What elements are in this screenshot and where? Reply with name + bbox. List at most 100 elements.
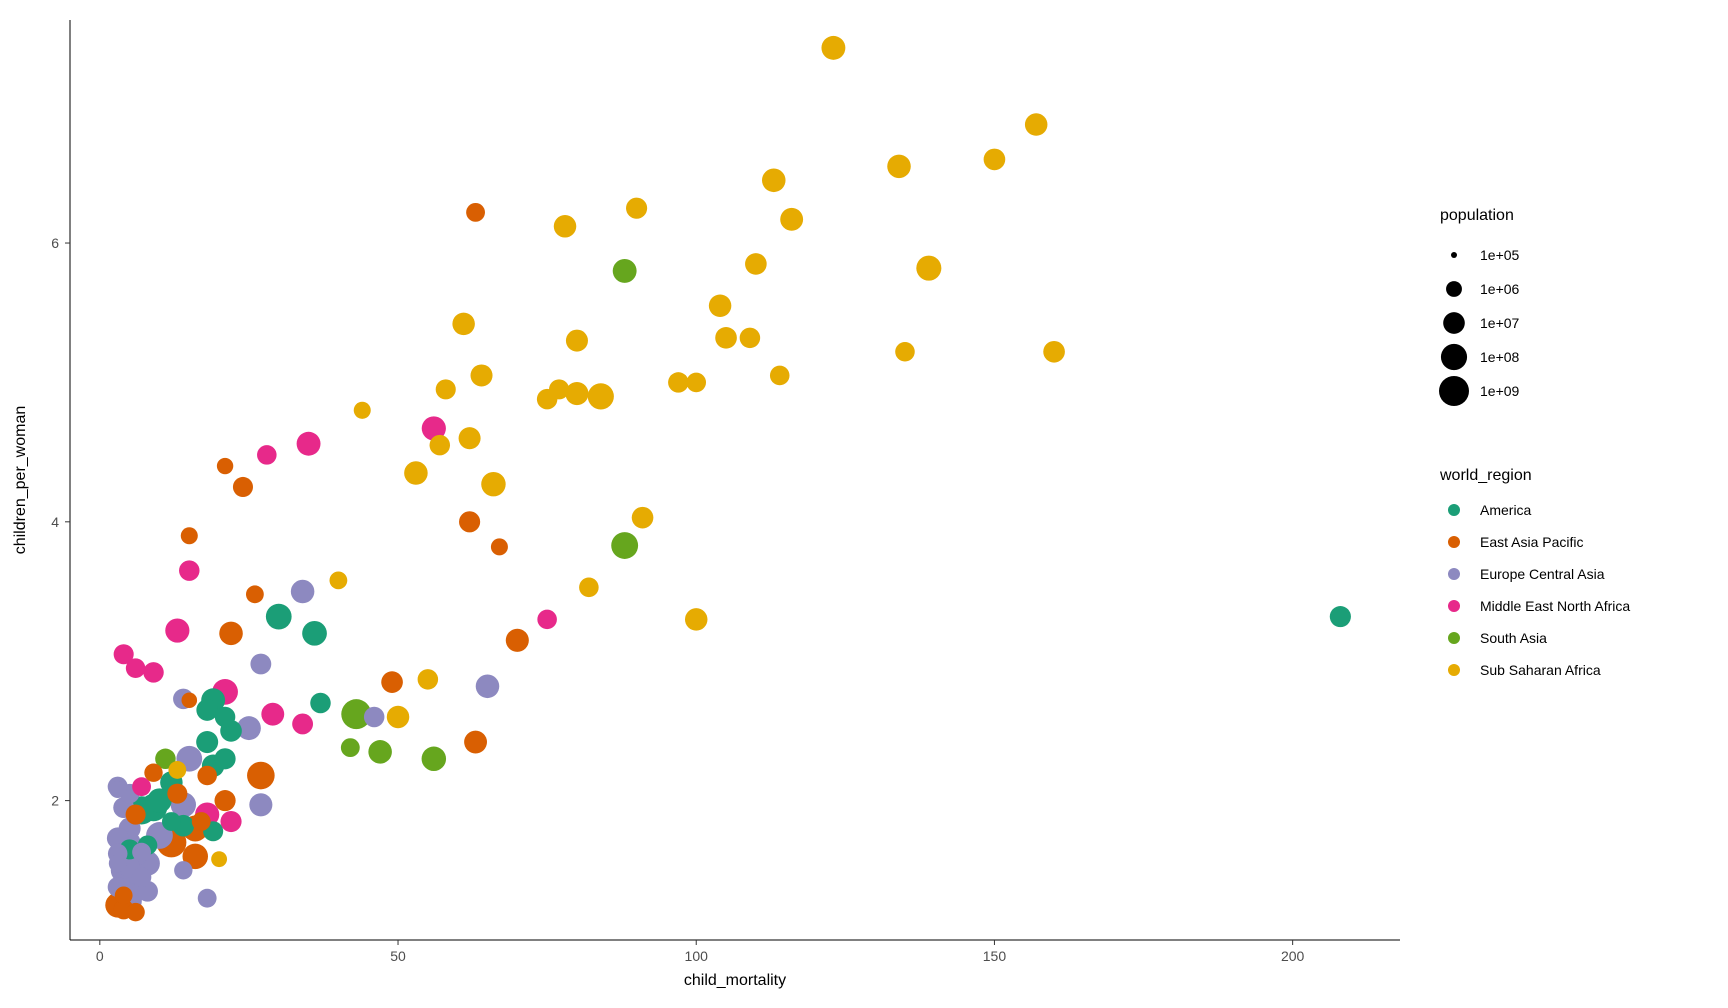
legend-size-label: 1e+09 bbox=[1480, 383, 1520, 399]
data-point bbox=[247, 762, 275, 790]
data-point bbox=[471, 364, 493, 386]
legend-size-swatch bbox=[1446, 281, 1462, 297]
data-point bbox=[626, 198, 647, 219]
x-tick-label: 200 bbox=[1281, 948, 1305, 964]
legend-color-label: Sub Saharan Africa bbox=[1480, 662, 1601, 678]
data-point bbox=[196, 699, 218, 721]
data-point bbox=[686, 373, 706, 393]
data-point bbox=[740, 328, 760, 348]
data-point bbox=[220, 811, 241, 832]
data-point bbox=[632, 507, 654, 529]
data-point bbox=[182, 692, 198, 708]
data-point bbox=[770, 366, 790, 386]
data-point bbox=[895, 342, 915, 362]
data-point bbox=[685, 608, 707, 630]
legend-color-swatch bbox=[1448, 504, 1460, 516]
data-point bbox=[613, 259, 637, 283]
data-point bbox=[668, 372, 688, 392]
data-point bbox=[709, 295, 731, 317]
legend-color-label: America bbox=[1480, 502, 1532, 518]
legend-size-label: 1e+06 bbox=[1480, 281, 1520, 297]
data-point bbox=[292, 714, 313, 735]
data-point bbox=[780, 208, 803, 231]
data-point bbox=[198, 889, 217, 908]
legend-color-label: East Asia Pacific bbox=[1480, 534, 1584, 550]
data-point bbox=[588, 383, 614, 409]
legend-size-title: population bbox=[1440, 207, 1514, 224]
data-point bbox=[143, 662, 163, 682]
data-point bbox=[1043, 341, 1065, 363]
data-point bbox=[310, 693, 330, 713]
data-point bbox=[422, 747, 446, 771]
x-tick-label: 50 bbox=[390, 948, 406, 964]
legend-color-title: world_region bbox=[1439, 467, 1532, 484]
legend-size-swatch bbox=[1451, 252, 1457, 258]
data-point bbox=[217, 458, 233, 474]
data-point bbox=[127, 806, 145, 824]
data-point bbox=[537, 610, 557, 630]
legend-size-label: 1e+08 bbox=[1480, 349, 1520, 365]
data-point bbox=[387, 706, 409, 728]
data-point bbox=[181, 527, 198, 544]
legend-size-swatch bbox=[1441, 344, 1467, 370]
data-point bbox=[192, 812, 211, 831]
data-point bbox=[341, 738, 360, 757]
x-tick-label: 0 bbox=[96, 948, 104, 964]
data-point bbox=[354, 402, 371, 419]
data-point bbox=[491, 538, 508, 555]
legend-color-swatch bbox=[1448, 632, 1460, 644]
data-point bbox=[167, 784, 187, 804]
data-point bbox=[565, 382, 588, 405]
data-point bbox=[233, 477, 253, 497]
data-point bbox=[266, 604, 292, 630]
data-point bbox=[291, 580, 315, 604]
data-point bbox=[418, 669, 438, 689]
chart-bg bbox=[0, 0, 1728, 1008]
scatter-chart: 050100150200246child_mortalitychildren_p… bbox=[0, 0, 1728, 1008]
legend-size-label: 1e+07 bbox=[1480, 315, 1520, 331]
data-point bbox=[887, 155, 911, 179]
data-point bbox=[1025, 113, 1047, 135]
y-tick-label: 4 bbox=[51, 514, 59, 530]
data-point bbox=[459, 427, 481, 449]
data-point bbox=[219, 622, 243, 646]
data-point bbox=[174, 861, 192, 879]
data-point bbox=[984, 149, 1006, 171]
data-point bbox=[115, 886, 133, 904]
data-point bbox=[126, 658, 146, 678]
data-point bbox=[430, 435, 450, 455]
data-point bbox=[214, 790, 235, 811]
data-point bbox=[329, 571, 347, 589]
legend-color-label: Middle East North Africa bbox=[1480, 598, 1630, 614]
data-point bbox=[368, 740, 392, 764]
data-point bbox=[126, 903, 144, 921]
data-point bbox=[132, 867, 152, 887]
data-point bbox=[554, 215, 576, 237]
data-point bbox=[464, 731, 487, 754]
data-point bbox=[297, 432, 321, 456]
legend-color-swatch bbox=[1448, 600, 1460, 612]
x-tick-label: 150 bbox=[983, 948, 1007, 964]
data-point bbox=[476, 675, 500, 699]
data-point bbox=[168, 761, 186, 779]
data-point bbox=[109, 781, 126, 798]
data-point bbox=[162, 812, 181, 831]
data-point bbox=[214, 748, 235, 769]
data-point bbox=[109, 854, 127, 872]
data-point bbox=[144, 764, 162, 782]
legend-size-swatch bbox=[1439, 376, 1469, 406]
data-point bbox=[916, 256, 941, 281]
data-point bbox=[179, 560, 199, 580]
data-point bbox=[715, 327, 737, 349]
data-point bbox=[246, 585, 264, 603]
data-point bbox=[466, 203, 485, 222]
data-point bbox=[364, 707, 384, 727]
data-point bbox=[821, 36, 845, 60]
legend-size-label: 1e+05 bbox=[1480, 247, 1520, 263]
data-point bbox=[745, 253, 767, 275]
data-point bbox=[196, 731, 218, 753]
data-point bbox=[762, 169, 786, 193]
data-point bbox=[452, 313, 474, 335]
data-point bbox=[197, 766, 217, 786]
data-point bbox=[566, 330, 588, 352]
